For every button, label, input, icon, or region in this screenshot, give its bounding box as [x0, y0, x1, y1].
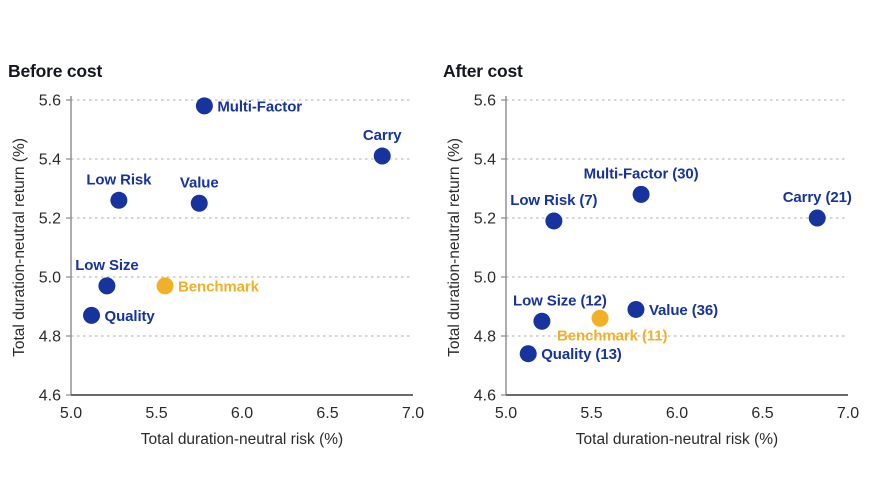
y-tick-label: 4.6: [474, 388, 496, 405]
y-tick-label: 4.6: [39, 388, 61, 405]
data-point-low-risk: [110, 191, 128, 209]
data-point-low-risk-7: [545, 212, 563, 230]
data-point-value: [190, 194, 208, 212]
y-axis-title: Total duration-neutral return (%): [11, 138, 28, 357]
x-tick-label: 5.0: [60, 405, 82, 422]
y-tick-label: 5.6: [39, 93, 61, 110]
x-axis-title: Total duration-neutral risk (%): [576, 431, 778, 448]
data-point-low-size-12: [533, 312, 551, 330]
data-point-carry: [373, 147, 391, 165]
y-tick-label: 5.2: [39, 211, 61, 228]
data-label-low-risk-7: Low Risk (7): [510, 192, 597, 209]
y-tick-label: 5.6: [474, 93, 496, 110]
before-cost-title: Before cost: [8, 61, 103, 81]
data-point-benchmark: [156, 277, 174, 295]
after-cost-plot: 4.6 4.8 5.0 5.2 5.4 5.6 5.0 5.5 6.0 6.5 7.0 Total d…: [446, 93, 859, 449]
data-point-value-36: [627, 300, 645, 318]
y-tick-label: 4.8: [474, 329, 496, 346]
data-label-benchmark-11: Benchmark (11): [557, 327, 667, 344]
x-tick-label: 6.5: [751, 405, 773, 422]
data-point-quality: [83, 306, 101, 324]
data-label-carry: Carry: [363, 127, 402, 144]
x-tick-label: 6.0: [231, 405, 253, 422]
data-label-multi-factor: Multi-Factor: [217, 98, 302, 115]
y-axis-title: Total duration-neutral return (%): [446, 138, 463, 357]
y-tick-label: 4.8: [39, 329, 61, 346]
data-label-quality: Quality: [105, 308, 156, 325]
y-tick-label: 5.2: [474, 211, 496, 228]
data-label-low-risk: Low Risk: [86, 171, 152, 188]
data-label-value: Value: [180, 174, 219, 191]
data-point-low-size: [98, 277, 116, 295]
x-tick-label: 7.0: [402, 405, 424, 422]
data-label-low-size: Low Size: [75, 257, 138, 274]
data-point-quality-13: [519, 345, 537, 363]
data-label-low-size-12: Low Size (12): [513, 292, 607, 309]
x-tick-label: 5.5: [145, 405, 167, 422]
y-tick-label: 5.0: [474, 270, 496, 287]
data-point-benchmark-11: [591, 309, 609, 327]
after-cost-title: After cost: [443, 61, 523, 81]
data-label-carry-21: Carry (21): [783, 189, 852, 206]
data-point-multi-factor: [195, 97, 213, 115]
y-tick-label: 5.0: [39, 270, 61, 287]
data-label-quality-13: Quality (13): [541, 346, 622, 363]
x-tick-label: 7.0: [837, 405, 859, 422]
x-tick-label: 5.5: [580, 405, 602, 422]
x-tick-label: 5.0: [495, 405, 517, 422]
y-tick-label: 5.4: [474, 152, 496, 169]
x-tick-label: 6.5: [316, 405, 338, 422]
data-label-multi-factor-30: Multi-Factor (30): [584, 165, 699, 182]
y-tick-label: 5.4: [39, 152, 61, 169]
x-tick-label: 6.0: [666, 405, 688, 422]
data-label-benchmark: Benchmark: [178, 278, 260, 295]
data-label-value-36: Value (36): [649, 302, 718, 319]
before-cost-plot: 4.6 4.8 5.0 5.2 5.4 5.6 5.0 5.5 6.0 6.5 7.0 Total d…: [11, 93, 424, 449]
data-point-carry-21: [808, 209, 826, 227]
x-axis-title: Total duration-neutral risk (%): [141, 431, 343, 448]
data-point-multi-factor-30: [632, 185, 650, 203]
